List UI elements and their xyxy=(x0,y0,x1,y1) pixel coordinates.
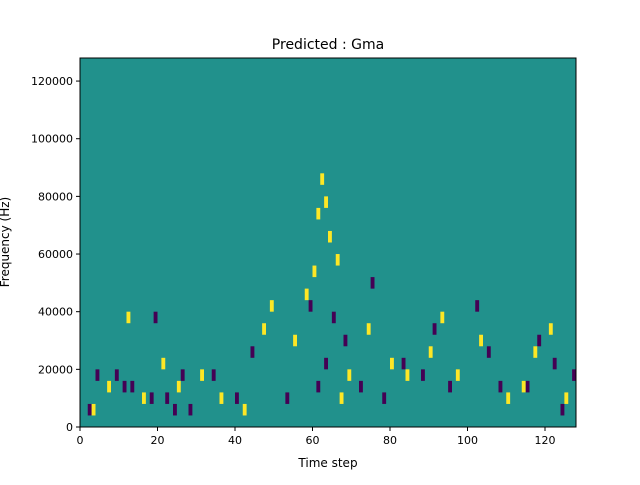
heatmap-cell-low xyxy=(211,369,216,381)
x-axis-ticks: 0 20 40 60 80 100 120 xyxy=(77,427,556,447)
heatmap-cell-high xyxy=(320,173,325,185)
chart-title: Predicted : Gma xyxy=(272,37,384,53)
heatmap-cell-high xyxy=(335,254,340,266)
heatmap-cell-high xyxy=(304,288,309,301)
heatmap-cell-low xyxy=(421,369,425,381)
heatmap-cell-low xyxy=(235,392,239,404)
x-tick-label: 100 xyxy=(457,434,478,447)
heatmap-cell-high xyxy=(479,334,483,347)
heatmap-cell-high xyxy=(142,392,146,404)
heatmap-cell-low xyxy=(95,369,100,381)
heatmap-cell-high xyxy=(161,357,166,370)
heatmap-cell-high xyxy=(564,392,569,404)
heatmap-cell-high xyxy=(506,392,511,404)
heatmap-cell-low xyxy=(250,346,255,358)
heatmap-cell-high xyxy=(405,369,410,381)
plot-frame xyxy=(79,57,577,428)
heatmap-cell-low xyxy=(180,369,185,381)
x-tick-label: 40 xyxy=(228,434,242,447)
heatmap-cell-low xyxy=(173,403,177,416)
heatmap-cell-high xyxy=(324,196,328,208)
heatmap-cell-high xyxy=(176,380,181,393)
y-axis-label: Frequency (Hz) xyxy=(0,197,12,288)
heatmap-cell-high xyxy=(521,380,526,393)
heatmap-cell-high xyxy=(262,323,266,335)
heatmap-cell-low xyxy=(552,357,557,370)
heatmap-cell-low xyxy=(401,357,406,370)
heatmap-cell-low xyxy=(382,392,387,404)
heatmap-cell-low xyxy=(114,369,119,381)
heatmap-cell-low xyxy=(359,380,363,393)
heatmap-cell-low xyxy=(486,346,491,358)
x-axis-label: Time step xyxy=(297,456,357,470)
heatmap-cell-high xyxy=(390,357,394,370)
y-axis-ticks: 0 20000 40000 60000 80000 100000 120000 xyxy=(31,75,80,434)
y-tick-label: 120000 xyxy=(31,75,73,88)
heatmap-cell-low xyxy=(188,403,193,416)
heatmap-cell-low xyxy=(525,380,530,393)
heatmap-cell-low xyxy=(432,323,437,335)
heatmap-cell-high xyxy=(242,403,247,416)
heatmap-cell-low xyxy=(448,380,452,393)
y-tick-label: 100000 xyxy=(31,133,73,146)
y-tick-label: 20000 xyxy=(38,363,73,376)
heatmap-cell-high xyxy=(347,369,352,381)
heatmap-cell-high xyxy=(269,300,274,312)
heatmap-cell-high xyxy=(339,392,344,404)
heatmap-cell-high xyxy=(428,346,433,358)
heatmap-cell-high xyxy=(366,323,371,335)
heatmap-cell-high xyxy=(126,311,131,324)
heatmap-cell-high xyxy=(107,380,111,393)
heatmap-cell-low xyxy=(324,357,328,370)
heatmap-cell-low xyxy=(475,300,480,312)
heatmap-cell-low xyxy=(87,403,92,416)
y-tick-label: 80000 xyxy=(38,190,73,203)
heatmap-cell-low xyxy=(331,311,336,324)
heatmap-cell-low xyxy=(537,334,542,347)
heatmap-cell-high xyxy=(548,323,553,335)
heatmap-cell-high xyxy=(219,392,224,404)
heatmap-cell-low xyxy=(130,380,135,393)
x-tick-label: 120 xyxy=(535,434,556,447)
heatmap-cell-high xyxy=(316,207,321,220)
heatmap-cell-low xyxy=(560,403,565,416)
y-tick-label: 0 xyxy=(66,421,73,434)
x-tick-label: 60 xyxy=(306,434,320,447)
heatmap-cells xyxy=(80,58,576,427)
x-tick-label: 20 xyxy=(151,434,165,447)
heatmap-cell-low xyxy=(498,380,503,393)
heatmap-cell-high xyxy=(533,346,538,358)
heatmap-cell-high xyxy=(328,230,332,243)
x-tick-label: 0 xyxy=(77,434,84,447)
heatmap-cell-low xyxy=(572,369,576,381)
heatmap-cell-high xyxy=(293,334,297,347)
heatmap-cell-low xyxy=(308,300,313,312)
heatmap-cell-high xyxy=(455,369,460,381)
heatmap-cell-low xyxy=(370,277,375,289)
y-tick-label: 40000 xyxy=(38,306,73,319)
heatmap-cell-low xyxy=(153,311,158,324)
heatmap-cell-high xyxy=(91,403,96,416)
heatmap-cell-low xyxy=(343,334,348,347)
heatmap-cell-low xyxy=(165,392,170,404)
heatmap-cell-low xyxy=(285,392,290,404)
heatmap-cell-low xyxy=(149,392,154,404)
x-tick-label: 80 xyxy=(383,434,397,447)
heatmap-cell-high xyxy=(312,265,317,278)
heatmap-cell-low xyxy=(122,380,127,393)
heatmap-cell-high xyxy=(440,311,445,324)
heatmap-cell-high xyxy=(200,369,204,381)
y-tick-label: 60000 xyxy=(38,248,73,261)
heatmap-cell-low xyxy=(316,380,321,393)
